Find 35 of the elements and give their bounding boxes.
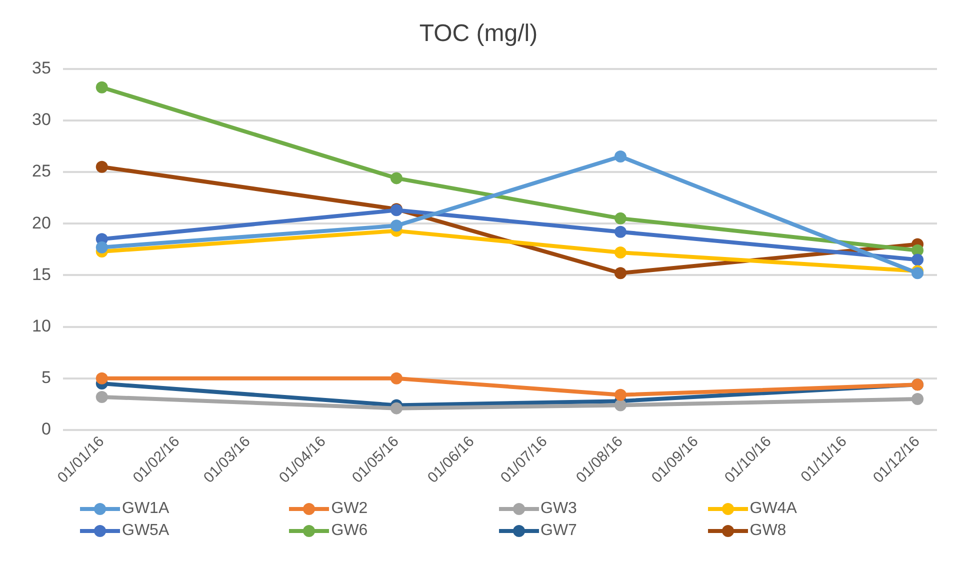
y-tick-label: 10 <box>32 316 51 336</box>
point <box>614 212 626 224</box>
point <box>614 226 626 238</box>
point <box>614 267 626 280</box>
y-tick-label: 0 <box>41 420 51 439</box>
legend-label: GW3 <box>540 500 577 518</box>
y-tick-label: 20 <box>32 213 51 232</box>
point <box>912 393 924 406</box>
point <box>390 372 402 384</box>
point <box>614 246 626 258</box>
y-tick-label: 25 <box>32 162 51 181</box>
point <box>614 150 626 163</box>
point <box>96 372 108 384</box>
legend-label: GW4A <box>750 500 797 518</box>
legend-label: GW1A <box>122 500 170 518</box>
point <box>390 402 402 414</box>
point <box>96 390 108 403</box>
point <box>96 241 108 254</box>
legend-label: GW7 <box>540 522 577 540</box>
point <box>390 172 402 184</box>
point <box>614 399 626 412</box>
y-tick-label: 30 <box>32 110 51 130</box>
chart-title: TOC (mg/l) <box>419 20 538 48</box>
y-tick-label: 15 <box>32 264 51 284</box>
y-tick-label: 5 <box>41 368 51 388</box>
y-tick-label: 35 <box>32 58 51 78</box>
legend-label: GW2 <box>331 500 368 518</box>
point <box>390 220 402 232</box>
point <box>614 388 626 401</box>
point <box>912 254 924 266</box>
point <box>96 160 108 173</box>
point <box>96 81 108 94</box>
legend-label: GW8 <box>750 522 786 540</box>
legend-label: GW6 <box>331 522 368 540</box>
legend-label: GW5A <box>122 522 170 540</box>
